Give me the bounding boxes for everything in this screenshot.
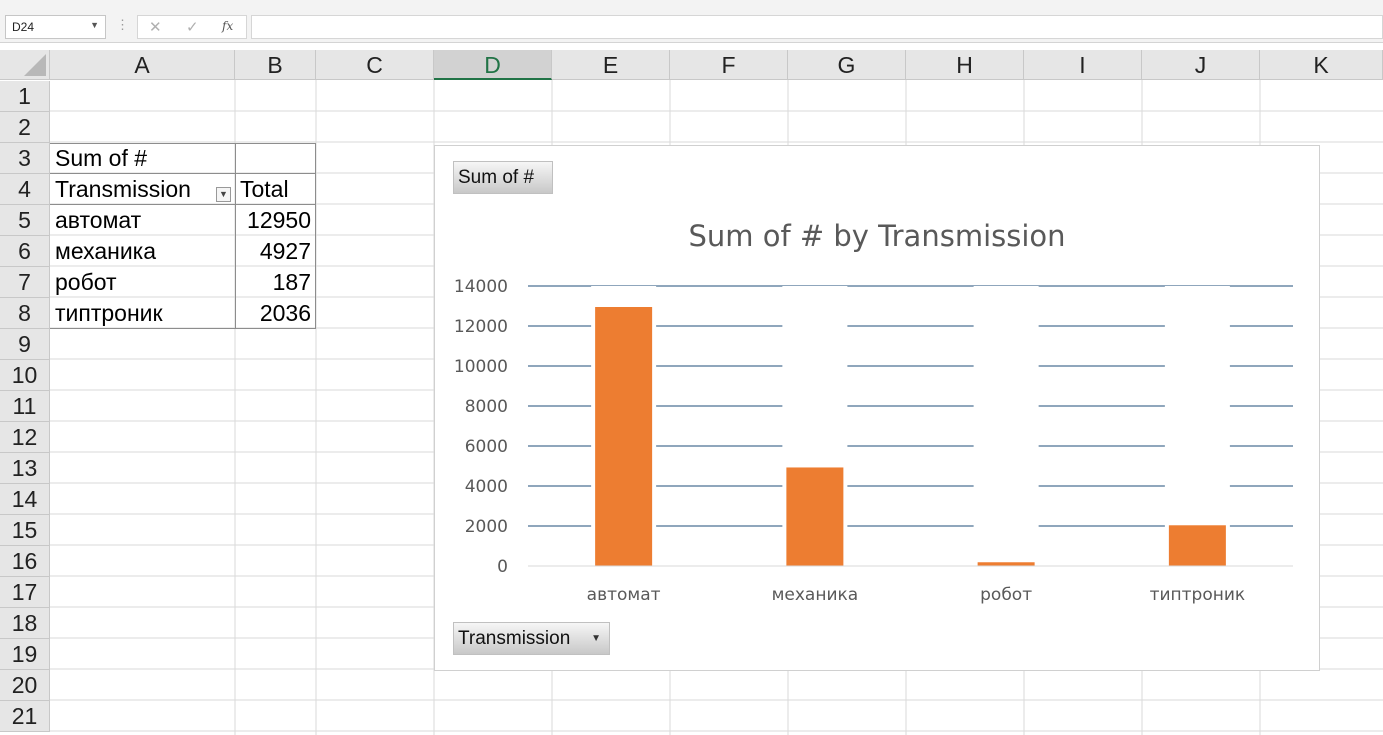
row-header-8[interactable]: 8	[0, 298, 50, 329]
row-header-18[interactable]: 18	[0, 608, 50, 639]
row-header-7[interactable]: 7	[0, 267, 50, 298]
column-header-a[interactable]: A	[50, 50, 235, 80]
formula-bar-separator: ⋮	[116, 17, 129, 32]
y-tick-label: 10000	[454, 357, 508, 377]
row-header-15[interactable]: 15	[0, 515, 50, 546]
row-header-5[interactable]: 5	[0, 205, 50, 236]
pivot-chart[interactable]: Sum of # by Transmission 0 2000 4000 6000 800…	[434, 145, 1320, 671]
pivot-row-value-cell[interactable]: 187	[272, 269, 311, 295]
column-header-h[interactable]: H	[906, 50, 1024, 80]
select-all-triangle-icon	[24, 54, 46, 76]
pivot-row-label-cell[interactable]: механика	[55, 238, 157, 264]
enter-icon[interactable]: ✓	[186, 19, 199, 36]
x-tick-label: механика	[772, 585, 859, 605]
worksheet: A B C D E F G H I J K 1 2 3 4 5 6 7 8 9 …	[0, 50, 1383, 735]
bar[interactable]	[1168, 525, 1226, 566]
row-header-2[interactable]: 2	[0, 112, 50, 143]
chart-plot: Sum of # by Transmission 0 2000 4000 6000 800…	[454, 219, 1293, 605]
column-header-g[interactable]: G	[788, 50, 906, 80]
bar-gap	[973, 286, 1039, 566]
cancel-icon[interactable]: ✕	[149, 19, 162, 36]
column-header-k[interactable]: K	[1260, 50, 1383, 80]
pivot-row-label-cell[interactable]: типтроник	[55, 300, 163, 326]
pivot-row-label-cell[interactable]: автомат	[55, 207, 142, 233]
formula-bar-buttons: ✕ ✓ fx	[137, 15, 247, 39]
row-header-19[interactable]: 19	[0, 639, 50, 670]
x-tick-label: типтроник	[1150, 585, 1246, 605]
bar[interactable]	[786, 467, 844, 566]
y-tick-label: 8000	[465, 397, 508, 417]
column-header-b[interactable]: B	[235, 50, 316, 80]
pivot-table-body	[50, 205, 316, 329]
axis-field-button[interactable]: Transmission ▼	[453, 622, 610, 655]
name-box[interactable]: D24 ▼	[5, 15, 106, 39]
pivot-table-header-row	[50, 143, 316, 174]
y-tick-label: 6000	[465, 437, 508, 457]
select-all-button[interactable]	[0, 50, 50, 80]
y-tick-label: 2000	[465, 517, 508, 537]
row-header-14[interactable]: 14	[0, 484, 50, 515]
pivot-table-header[interactable]: Sum of #	[55, 145, 148, 171]
x-tick-label: робот	[980, 585, 1032, 605]
name-box-value: D24	[12, 20, 35, 34]
pivot-row-label[interactable]: Transmission	[55, 176, 191, 202]
row-header-12[interactable]: 12	[0, 422, 50, 453]
formula-input[interactable]	[251, 15, 1383, 39]
row-header-13[interactable]: 13	[0, 453, 50, 484]
row-header-10[interactable]: 10	[0, 360, 50, 391]
y-tick-label: 0	[497, 557, 508, 577]
column-header-c[interactable]: C	[316, 50, 434, 80]
bar[interactable]	[977, 562, 1035, 566]
row-header-20[interactable]: 20	[0, 670, 50, 701]
row-header-17[interactable]: 17	[0, 577, 50, 608]
row-header-21[interactable]: 21	[0, 701, 50, 732]
formula-bar: D24 ▼ ⋮ ✕ ✓ fx	[0, 0, 1383, 43]
chevron-down-icon[interactable]: ▼	[90, 20, 99, 30]
pivot-row-value-cell[interactable]: 12950	[247, 207, 311, 233]
bar-gap	[1164, 286, 1230, 566]
axis-field-button-label: Transmission	[458, 628, 571, 649]
bar[interactable]	[595, 307, 653, 566]
y-tick-label: 4000	[465, 477, 508, 497]
value-field-button[interactable]: Sum of #	[453, 161, 553, 194]
row-header-11[interactable]: 11	[0, 391, 50, 422]
row-header-1[interactable]: 1	[0, 81, 50, 112]
pivot-row-label-cell[interactable]: робот	[55, 269, 117, 295]
chart-title: Sum of # by Transmission	[688, 219, 1065, 253]
y-tick-label: 12000	[454, 317, 508, 337]
column-header-d[interactable]: D	[434, 50, 552, 80]
row-header-3[interactable]: 3	[0, 143, 50, 174]
insert-function-icon[interactable]: fx	[222, 19, 234, 33]
x-tick-label: автомат	[587, 585, 661, 605]
row-header-6[interactable]: 6	[0, 236, 50, 267]
pivot-value-header[interactable]: Total	[240, 176, 289, 202]
y-tick-label: 14000	[454, 277, 508, 297]
row-header-9[interactable]: 9	[0, 329, 50, 360]
column-header-e[interactable]: E	[552, 50, 670, 80]
column-header-j[interactable]: J	[1142, 50, 1260, 80]
pivot-table-inner-border	[235, 143, 236, 174]
pivot-row-value-cell[interactable]: 4927	[259, 238, 311, 264]
row-header-16[interactable]: 16	[0, 546, 50, 577]
pivot-table-top-border	[50, 143, 316, 144]
pivot-row-value-cell[interactable]: 2036	[259, 300, 311, 326]
row-header-4[interactable]: 4	[0, 174, 50, 205]
column-header-f[interactable]: F	[670, 50, 788, 80]
chevron-down-icon[interactable]: ▼	[591, 633, 601, 644]
filter-dropdown-icon[interactable]: ▼	[216, 187, 231, 202]
column-header-i[interactable]: I	[1024, 50, 1142, 80]
